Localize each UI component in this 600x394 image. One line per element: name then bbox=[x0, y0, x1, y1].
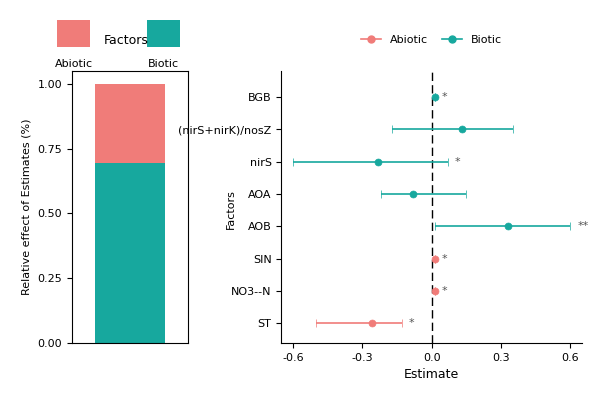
Text: *: * bbox=[409, 318, 414, 328]
Text: *: * bbox=[442, 254, 448, 264]
Text: *: * bbox=[442, 286, 448, 296]
Text: Biotic: Biotic bbox=[148, 59, 179, 69]
Text: *: * bbox=[455, 156, 460, 167]
Text: Abiotic: Abiotic bbox=[55, 59, 93, 69]
Y-axis label: Relative effect of Estimates (%): Relative effect of Estimates (%) bbox=[22, 119, 32, 295]
Text: *: * bbox=[442, 92, 448, 102]
Text: **: ** bbox=[577, 221, 589, 231]
X-axis label: Estimate: Estimate bbox=[404, 368, 459, 381]
Legend: Abiotic, Biotic: Abiotic, Biotic bbox=[357, 30, 506, 49]
Text: Factors: Factors bbox=[104, 34, 148, 47]
Bar bbox=[95, 84, 164, 163]
Bar bbox=[95, 163, 164, 343]
Text: Factors: Factors bbox=[226, 189, 236, 229]
